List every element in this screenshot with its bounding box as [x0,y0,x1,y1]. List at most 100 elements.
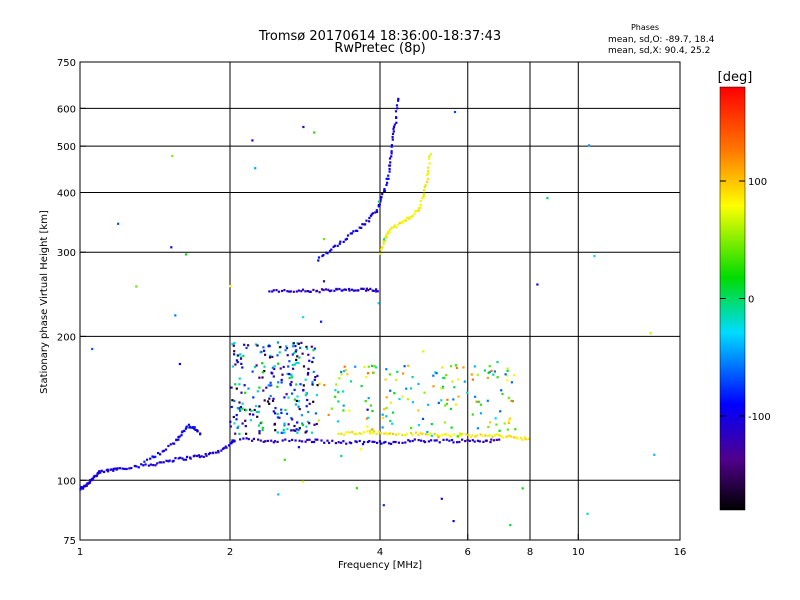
trace-point [217,449,220,453]
trace-point [450,438,454,442]
trace-point [355,440,358,444]
echo-point [261,426,264,429]
echo-point [360,448,363,451]
echo-point [249,419,252,422]
echo-point [313,378,316,381]
trace-point [348,289,351,292]
echo-point [588,144,591,147]
trace-point [374,211,377,214]
echo-point [314,376,317,379]
y-tick-label: 750 [57,58,76,69]
trace-point [524,438,527,441]
trace-point [405,433,408,436]
echo-point [336,420,339,423]
echo-point [281,373,284,376]
echo-point [288,376,291,380]
trace-point [380,442,383,445]
trace-point [360,432,363,435]
echo-point [313,131,316,134]
echo-point [258,376,261,379]
echo-point [274,412,277,415]
trace-point [393,123,396,126]
echo-point [291,353,294,356]
echo-point [232,344,235,347]
echo-point [342,390,345,393]
echo-point [229,285,232,288]
trace-point [298,439,301,442]
trace-point [482,440,485,443]
echo-point [417,424,420,427]
echo-point [455,366,459,369]
trace-point [371,440,374,443]
echo-point [170,246,173,249]
trace-point [352,289,355,292]
trace-point [497,434,501,437]
echo-point [346,373,349,376]
echo-point [381,413,384,416]
trace-point [340,441,343,444]
echo-point [265,386,268,389]
trace-point [320,288,324,291]
echo-point [235,359,238,362]
trace-point [275,289,278,292]
trace-point [424,441,427,444]
echo-point [355,487,358,490]
trace-point [464,433,468,436]
echo-point [312,356,315,359]
echo-point [406,398,409,401]
trace-point [196,430,199,433]
trace-point [448,439,451,442]
echo-point [288,360,291,363]
echo-point [290,376,294,379]
echo-point [263,399,266,402]
echo-point [389,419,392,423]
trace-point [379,198,382,201]
echo-point [276,354,279,357]
echo-point [293,398,296,401]
trace-point [358,226,361,229]
echo-point [279,367,282,370]
echo-point [297,446,300,449]
echo-point [316,374,319,377]
echo-point [284,408,287,412]
echo-point [117,222,120,225]
echo-point [304,431,307,434]
echo-point [235,414,238,417]
x-tick-label: 1 [77,547,83,558]
trace-point [456,441,459,444]
trace-point [169,443,172,446]
echo-point [323,384,326,387]
echo-point [283,396,286,399]
echo-point [287,365,290,368]
trace-point [157,452,160,455]
trace-point [327,288,330,291]
echo-point [375,366,378,369]
trace-point [174,457,177,460]
echo-point [283,431,286,434]
trace-point [427,440,430,443]
echo-point [295,361,298,364]
echo-point [506,367,509,370]
echo-point [276,341,280,344]
trace-point [424,433,427,436]
trace-point [384,239,387,243]
echo-point [229,420,232,423]
trace-point [419,432,422,435]
echo-point [244,425,247,428]
trace-point [92,477,95,480]
trace-point [202,455,205,458]
echo-point [304,394,307,397]
trace-point [401,221,404,224]
trace-point [188,425,192,428]
trace-point [375,290,378,293]
echo-point [285,393,288,396]
trace-point [99,471,102,474]
trace-point [220,449,223,452]
trace-point [268,290,271,293]
echo-point [293,352,296,355]
trace-point [146,458,149,461]
trace-point [413,438,416,441]
trace-point [469,436,472,439]
trace-point [151,455,154,458]
trace-point [393,225,396,228]
